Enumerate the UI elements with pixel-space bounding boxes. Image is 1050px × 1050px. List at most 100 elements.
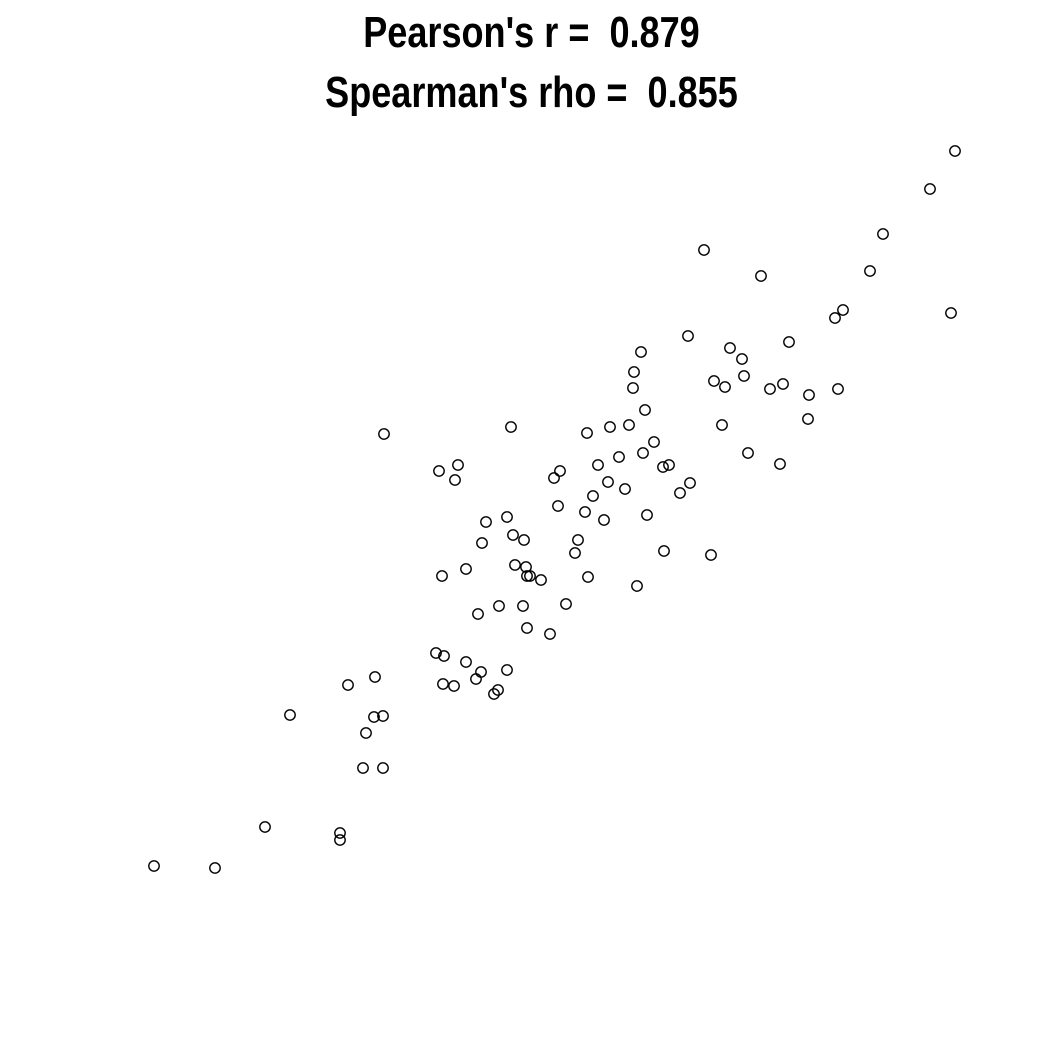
scatter-point-68 <box>637 447 649 459</box>
scatter-point-65 <box>628 366 640 378</box>
scatter-point-35 <box>560 598 572 610</box>
scatter-point-89 <box>777 378 789 390</box>
scatter-point-77 <box>698 244 710 256</box>
scatter-point-23 <box>507 529 519 541</box>
scatter-point-19 <box>460 563 472 575</box>
scatter-point-83 <box>736 353 748 365</box>
scatter-point-6 <box>284 709 296 721</box>
scatter-point-66 <box>635 346 647 358</box>
scatter-point-13 <box>377 762 389 774</box>
scatter-point-42 <box>448 680 460 692</box>
scatter-point-4 <box>334 827 346 839</box>
scatter-point-15 <box>433 465 445 477</box>
scatter-point-10 <box>368 711 380 723</box>
scatter-point-95 <box>837 304 849 316</box>
scatter-point-53 <box>582 571 594 583</box>
scatter-point-8 <box>369 671 381 683</box>
scatter-point-60 <box>581 427 593 439</box>
scatter-point-98 <box>924 183 936 195</box>
scatter-point-31 <box>493 600 505 612</box>
scatter-point-96 <box>864 265 876 277</box>
scatter-point-76 <box>682 330 694 342</box>
scatter-point-84 <box>738 370 750 382</box>
scatter-point-69 <box>641 509 653 521</box>
scatter-point-55 <box>592 459 604 471</box>
scatter-point-51 <box>572 534 584 546</box>
scatter-point-20 <box>476 537 488 549</box>
scatter-point-64 <box>627 382 639 394</box>
scatter-point-93 <box>832 383 844 395</box>
scatter-point-50 <box>569 547 581 559</box>
scatter-point-36 <box>430 647 442 659</box>
scatter-point-58 <box>613 451 625 463</box>
scatter-point-1 <box>148 860 160 872</box>
scatter-point-92 <box>803 389 815 401</box>
scatter-point-56 <box>598 514 610 526</box>
scatter-point-41 <box>437 678 449 690</box>
scatter-point-29 <box>535 574 547 586</box>
scatter-point-80 <box>716 419 728 431</box>
scatter-point-57 <box>602 476 614 488</box>
scatter-point-2 <box>209 862 221 874</box>
scatter-point-54 <box>587 490 599 502</box>
scatter-point-46 <box>505 421 517 433</box>
scatter-point-88 <box>774 458 786 470</box>
scatter-point-67 <box>631 580 643 592</box>
scatter-point-22 <box>501 511 513 523</box>
scatter-point-17 <box>449 474 461 486</box>
scatter-point-70 <box>648 436 660 448</box>
scatter-point-100 <box>945 307 957 319</box>
scatter-point-24 <box>518 534 530 546</box>
scatter-point-48 <box>554 465 566 477</box>
scatter-point-78 <box>705 549 717 561</box>
scatter-point-87 <box>764 383 776 395</box>
scatter-point-30 <box>472 608 484 620</box>
scatter-point-85 <box>742 447 754 459</box>
scatter-point-43 <box>492 684 504 696</box>
chart-title-spearman: Spearman's rho = 0.855 <box>325 68 738 117</box>
scatter-point-12 <box>357 762 369 774</box>
scatter-point-90 <box>783 336 795 348</box>
scatter-point-40 <box>470 673 482 685</box>
scatter-point-62 <box>623 419 635 431</box>
scatter-point-99 <box>949 145 961 157</box>
scatter-point-75 <box>684 477 696 489</box>
scatter-point-37 <box>438 650 450 662</box>
scatter-point-74 <box>674 487 686 499</box>
scatter-point-16 <box>452 459 464 471</box>
scatter-point-79 <box>708 375 720 387</box>
scatter-point-97 <box>877 228 889 240</box>
scatter-point-34 <box>544 628 556 640</box>
scatter-point-14 <box>378 428 390 440</box>
scatter-point-61 <box>604 421 616 433</box>
scatter-point-71 <box>658 545 670 557</box>
scatter-point-28 <box>524 570 536 582</box>
scatter-point-44 <box>488 688 500 700</box>
scatter-point-49 <box>552 500 564 512</box>
scatter-point-82 <box>724 342 736 354</box>
scatter-point-25 <box>509 559 521 571</box>
scatter-point-9 <box>360 727 372 739</box>
scatter-point-59 <box>619 483 631 495</box>
scatter-point-27 <box>521 570 533 582</box>
scatter-point-33 <box>521 622 533 634</box>
scatter-point-5 <box>334 834 346 846</box>
scatter-point-94 <box>829 312 841 324</box>
scatter-point-32 <box>517 600 529 612</box>
scatter-point-52 <box>579 506 591 518</box>
scatter-point-73 <box>663 459 675 471</box>
scatter-point-86 <box>755 270 767 282</box>
scatter-point-7 <box>342 679 354 691</box>
scatter-point-38 <box>460 656 472 668</box>
scatter-point-18 <box>436 570 448 582</box>
scatter-point-91 <box>802 413 814 425</box>
scatter-point-45 <box>501 664 513 676</box>
scatter-point-39 <box>475 666 487 678</box>
scatter-point-81 <box>719 381 731 393</box>
scatter-point-21 <box>480 516 492 528</box>
scatter-point-72 <box>657 461 669 473</box>
scatter-point-63 <box>639 404 651 416</box>
chart-title-pearson: Pearson's r = 0.879 <box>363 8 700 57</box>
